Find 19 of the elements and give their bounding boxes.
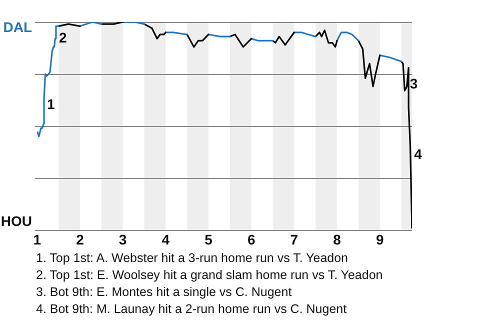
x-tick-label: 8 <box>333 231 342 248</box>
text: 4. Bot 9th: M. Launay hit a 2-run home run vs C. Nugent <box>36 301 348 318</box>
annotation: 1 <box>46 96 55 112</box>
x-tick-label: 9 <box>376 231 384 248</box>
x-tick-label: 5 <box>204 231 213 248</box>
x-tick-label: 3 <box>118 231 127 248</box>
x-tick-label: 7 <box>290 231 298 248</box>
text: DAL <box>3 18 32 35</box>
annotation: 2 <box>58 30 67 46</box>
x-tick-label: 2 <box>76 231 84 248</box>
text: HOU <box>0 212 32 229</box>
annotation: 4 <box>414 146 422 162</box>
x-tick-label: 6 <box>247 231 256 248</box>
annotation: 3 <box>410 75 418 92</box>
text: 3. Bot 9th: E. Montes hit a single vs C. Nugent <box>36 284 293 301</box>
x-tick-label: 1 <box>33 231 42 248</box>
text: 2. Top 1st: E. Woolsey hit a grand slam home run vs T. Yeadon <box>36 267 384 284</box>
text: 1. Top 1st: A. Webster hit a 3-run home run vs T. Yeadon <box>36 250 349 267</box>
x-tick-label: 4 <box>162 231 170 248</box>
